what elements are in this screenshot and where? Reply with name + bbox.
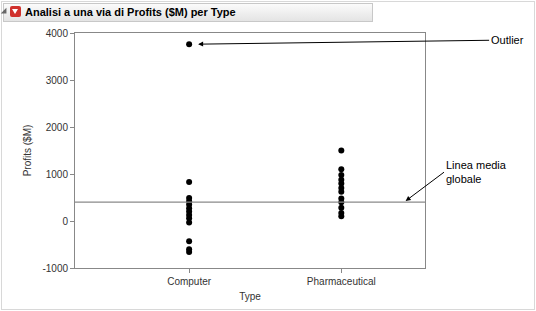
svg-text:3000: 3000 [46,75,69,86]
svg-text:1000: 1000 [46,169,69,180]
svg-text:4000: 4000 [46,28,69,39]
svg-text:Outlier: Outlier [491,34,524,46]
svg-text:Computer: Computer [167,276,212,287]
svg-text:-1000: -1000 [42,263,68,274]
svg-text:2000: 2000 [46,122,69,133]
svg-text:Analisi a una via di Profits (: Analisi a una via di Profits ($M) per Ty… [25,6,236,18]
svg-text:Linea mediaglobale: Linea mediaglobale [446,159,507,185]
svg-text:Type: Type [239,291,261,302]
svg-text:Profits ($M): Profits ($M) [22,125,33,177]
svg-text:0: 0 [62,216,68,227]
svg-text:Pharmaceutical: Pharmaceutical [307,276,376,287]
